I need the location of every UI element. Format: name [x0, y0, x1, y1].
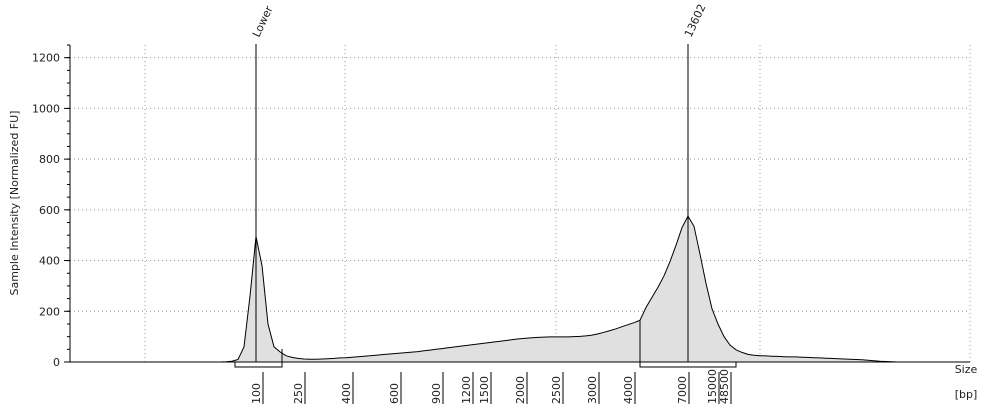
y-tick-label: 400 — [39, 255, 60, 268]
region-bracket — [639, 361, 737, 368]
x-tick-label: 48500 — [718, 369, 731, 404]
x-tick-label: 2000 — [514, 376, 527, 404]
x-tick-label: 15000 — [706, 369, 719, 404]
region-bracket — [234, 361, 283, 368]
x-tick-label: 900 — [430, 383, 443, 404]
peak-label: 13602 — [682, 2, 709, 39]
y-tick-label: 1200 — [32, 52, 60, 65]
x-tick-label: 100 — [250, 383, 263, 404]
y-tick-label: 200 — [39, 305, 60, 318]
x-tick-label: 250 — [292, 383, 305, 404]
y-tick-label: 1000 — [32, 102, 60, 115]
y-tick-label: 0 — [53, 356, 60, 369]
x-axis-title: [bp] — [955, 388, 978, 401]
x-tick-label: 1200 — [460, 376, 473, 404]
vertical-grid — [144, 45, 971, 362]
x-axis-title: Size — [955, 363, 978, 376]
y-tick-label: 600 — [39, 204, 60, 217]
y-axis-title: Sample Intensity [Normalized FU] — [8, 111, 21, 296]
peak-label: Lower — [250, 3, 276, 39]
x-tick-label: 400 — [340, 383, 353, 404]
x-tick-label: 600 — [388, 383, 401, 404]
x-tick-label: 7000 — [676, 376, 689, 404]
x-tick-label: 1500 — [478, 376, 491, 404]
y-tick-label: 800 — [39, 153, 60, 166]
area-fill — [70, 216, 970, 362]
x-tick-label: 4000 — [622, 376, 635, 404]
x-tick-label: 3000 — [586, 376, 599, 404]
x-tick-label: 2500 — [550, 376, 563, 404]
